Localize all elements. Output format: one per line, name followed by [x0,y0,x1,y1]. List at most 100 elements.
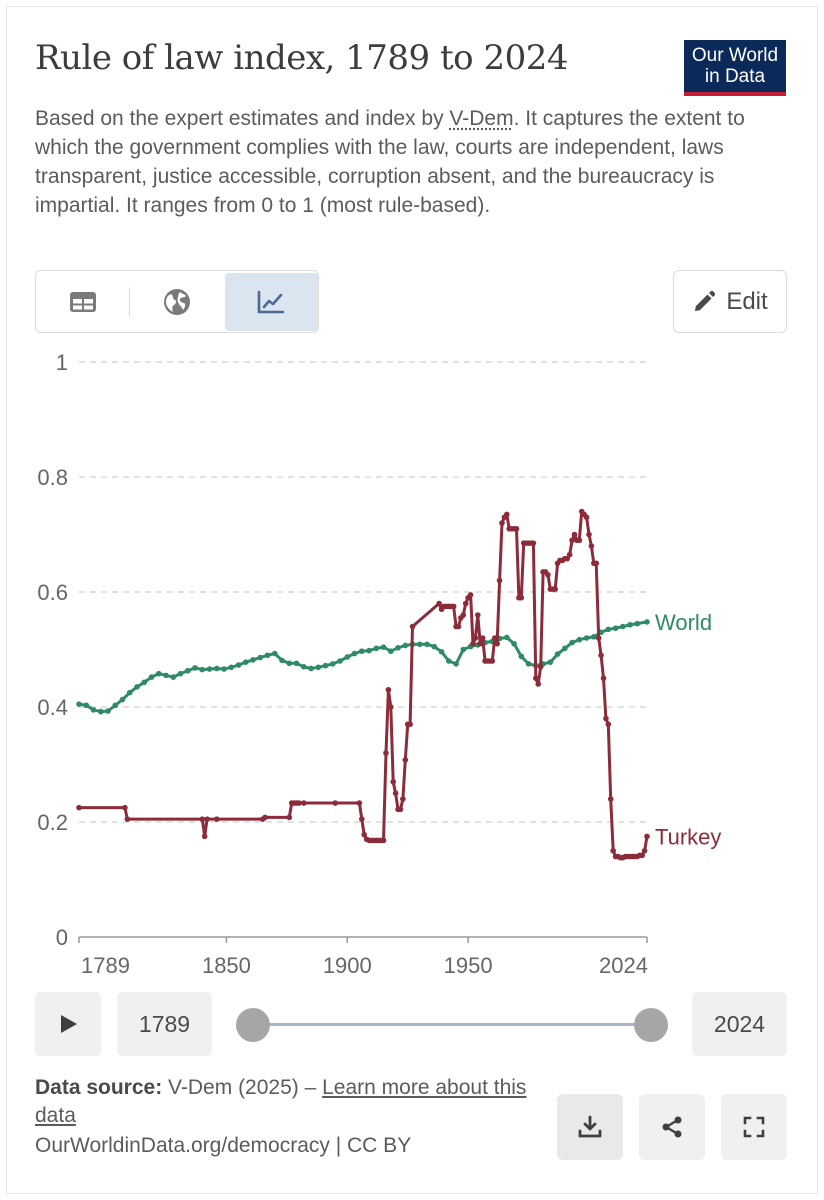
series-line-turkey [77,510,649,860]
data-point-turkey [494,640,500,647]
data-point-turkey [576,537,583,544]
data-point-turkey [583,514,590,521]
data-point-world [417,641,423,648]
data-point-turkey [479,635,486,641]
data-point-turkey [300,800,307,806]
data-point-turkey [586,531,592,538]
data-point-turkey [400,796,406,802]
data-point-world [250,657,256,663]
timeline-start-handle[interactable] [236,1008,270,1042]
play-button[interactable] [35,992,101,1056]
data-point-world [460,646,467,653]
data-point-turkey [537,663,544,670]
data-point-world [438,649,445,655]
data-point-world [583,635,590,641]
data-point-turkey [564,555,571,562]
table-icon [69,291,96,312]
data-point-world [380,644,387,650]
data-point-world [177,670,184,677]
data-point-turkey [213,816,220,822]
data-point-world [199,666,206,673]
data-point-world [126,689,133,696]
data-point-turkey [545,571,551,578]
data-point-world [105,708,111,714]
data-point-world [562,645,568,652]
subtitle-text-end: . It captures the extent to which the go… [35,107,745,217]
download-button[interactable] [557,1094,623,1160]
data-point-turkey [467,592,474,598]
pencil-icon [695,290,716,311]
x-tick-label: 2024 [599,953,648,978]
y-tick-label: 0.2 [37,810,68,835]
tab-chart[interactable] [224,272,318,331]
data-point-world [358,648,365,655]
share-button[interactable] [639,1094,705,1160]
data-point-world [119,696,126,703]
data-point-turkey [603,715,609,722]
tab-table[interactable] [36,273,129,331]
y-tick-label: 0 [56,925,68,950]
data-point-world [620,623,626,630]
data-point-world [257,654,264,661]
x-tick-label: 1850 [202,953,251,978]
data-point-turkey [569,537,575,544]
line-chart-icon [258,290,285,313]
data-point-turkey [385,686,392,693]
y-tick-label: 0.6 [37,580,68,605]
timeline-end-handle[interactable] [634,1008,668,1042]
data-point-turkey [491,635,498,641]
data-point-world [605,626,612,633]
tab-map[interactable] [130,273,223,331]
data-point-world [235,662,242,668]
data-point-turkey [387,704,394,710]
logo-line-1: Our World [691,45,779,66]
data-point-world [627,621,633,628]
y-tick-label: 0.8 [37,465,68,490]
data-point-turkey [332,800,339,806]
data-point-world [134,684,140,690]
data-point-world [112,702,119,709]
data-point-world [221,666,227,672]
data-point-turkey [605,721,612,728]
data-point-turkey [124,816,131,822]
data-point-turkey [402,757,409,763]
data-point-turkey [639,852,645,859]
start-year-label[interactable]: 1789 [117,992,212,1056]
globe-icon [163,288,190,315]
vdem-link[interactable]: V-Dem [449,107,514,130]
data-point-turkey [380,837,387,844]
data-point-turkey [499,520,505,526]
owid-logo[interactable]: Our World in Data [684,40,786,96]
data-point-world [271,650,278,657]
data-point-turkey [201,833,208,840]
end-year-label[interactable]: 2024 [692,992,787,1056]
download-icon [578,1115,602,1138]
timeline-track[interactable] [253,1023,651,1026]
fullscreen-button[interactable] [721,1094,787,1160]
data-point-world [286,660,293,667]
data-point-turkey [356,800,363,806]
logo-line-2: in Data [704,66,766,87]
data-point-turkey [588,543,595,549]
series-line-world [77,620,649,714]
edit-button[interactable]: Edit [673,270,787,333]
data-point-world [163,672,169,679]
data-point-turkey [504,511,510,518]
tab-separator [129,286,131,317]
data-point-world [453,661,459,667]
source-text: V-Dem (2025) – [162,1076,323,1099]
x-tick-label: 1900 [323,953,372,978]
y-tick-label: 1 [56,350,68,375]
data-point-world [576,636,583,643]
data-point-world [329,661,336,667]
data-point-world [322,662,329,669]
data-point-turkey [595,635,602,641]
learn-more-link[interactable]: Learn more about this data [35,1076,527,1127]
data-point-world [206,666,213,672]
data-point-turkey [262,814,268,821]
data-point-world [554,651,561,657]
data-point-turkey [361,831,368,838]
data-point-world [424,641,430,648]
data-point-world [591,634,597,640]
data-point-world [184,667,191,674]
